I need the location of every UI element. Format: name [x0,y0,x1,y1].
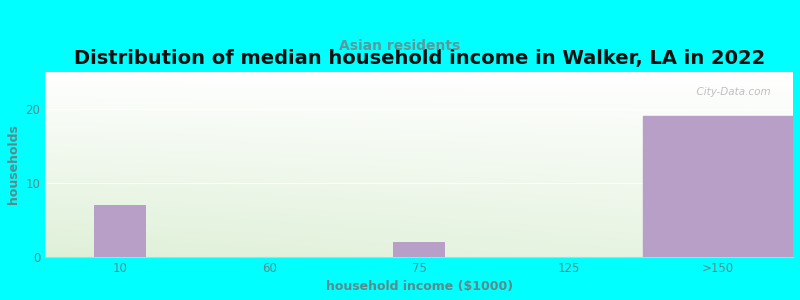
X-axis label: household income ($1000): household income ($1000) [326,280,513,293]
Bar [643,116,793,256]
Text: Asian residents: Asian residents [339,40,461,53]
Bar [393,242,446,256]
Title: Distribution of median household income in Walker, LA in 2022: Distribution of median household income … [74,49,765,68]
Bar [94,205,146,256]
Y-axis label: households: households [7,124,20,204]
Text: City-Data.com: City-Data.com [690,87,770,97]
